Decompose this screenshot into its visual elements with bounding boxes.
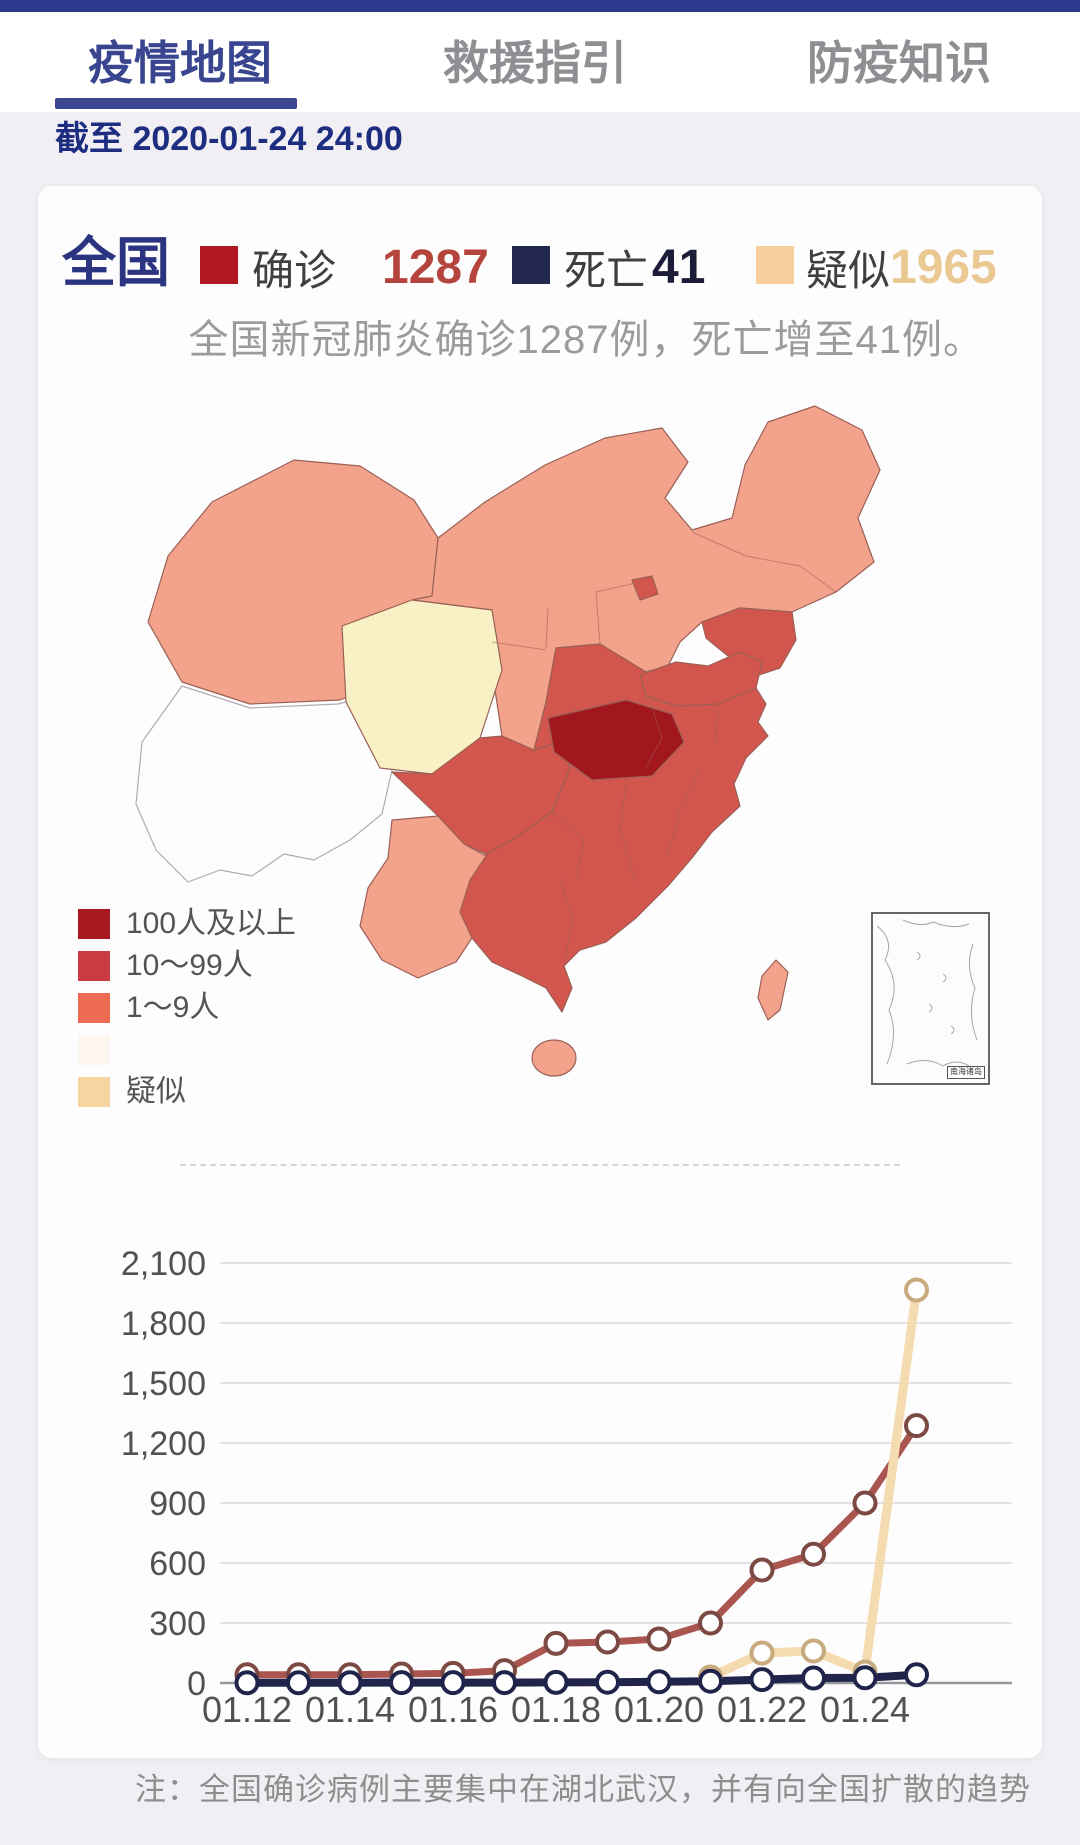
region-hainan[interactable] xyxy=(531,1039,577,1077)
svg-text:1,800: 1,800 xyxy=(121,1305,206,1343)
deaths-square-icon xyxy=(512,246,550,284)
region-shandong[interactable] xyxy=(639,651,763,707)
dashed-divider xyxy=(180,1164,900,1166)
tab-bar: 疫情地图 救援指引 防疫知识 xyxy=(0,12,1080,112)
confirmed-square-icon xyxy=(200,246,238,284)
svg-text:01.22: 01.22 xyxy=(717,1689,807,1730)
tab-epidemic-map[interactable]: 疫情地图 xyxy=(88,37,272,89)
svg-text:01.20: 01.20 xyxy=(614,1689,704,1730)
suspected-value: 1965 xyxy=(890,241,997,294)
region-taiwan[interactable] xyxy=(757,959,789,1021)
south-china-sea-inset: 南海诸岛 xyxy=(871,912,990,1085)
legend-swatch-icon xyxy=(78,1076,110,1107)
trend-line-chart: 0 300 600 900 1,200 1,500 1,800 2,100 01.12 01.14… xyxy=(121,1245,1012,1730)
region-yunnan[interactable] xyxy=(359,815,487,979)
svg-text:300: 300 xyxy=(149,1605,206,1643)
svg-text:600: 600 xyxy=(149,1545,206,1583)
china-choropleth-map[interactable] xyxy=(40,370,1040,1170)
svg-text:01.24: 01.24 xyxy=(820,1689,910,1730)
suspected-label: 疑似 xyxy=(806,247,891,294)
active-tab-underline xyxy=(55,98,297,109)
inset-label: 南海诸岛 xyxy=(947,1066,985,1079)
legend-swatch-icon xyxy=(78,992,110,1023)
svg-text:900: 900 xyxy=(149,1485,206,1523)
province-border-lines xyxy=(491,531,837,967)
svg-text:1,500: 1,500 xyxy=(121,1365,206,1403)
legend-label: 10～99人 xyxy=(126,948,253,982)
legend-label: 疑似 xyxy=(126,1074,186,1108)
svg-text:0: 0 xyxy=(187,1665,206,1703)
tab-rescue-guide[interactable]: 救援指引 xyxy=(443,37,627,89)
legend-label: 100人及以上 xyxy=(126,906,297,940)
legend-label: 1～9人 xyxy=(126,990,220,1024)
map-legend-item: 疑似 xyxy=(78,1076,296,1107)
footnote: 注：全国确诊病例主要集中在湖北武汉，并有向全国扩散的趋势 xyxy=(135,1772,1031,1807)
inset-coastlines xyxy=(876,919,978,1067)
region-tibet[interactable] xyxy=(135,685,393,883)
deaths-label: 死亡 xyxy=(564,247,649,294)
map-legend-item: 1～9人 xyxy=(78,992,296,1023)
region-title: 全国 xyxy=(62,233,170,293)
svg-text:01.12: 01.12 xyxy=(202,1689,292,1730)
map-legend: 100人及以上 10～99人 1～9人疑似 xyxy=(78,908,296,1118)
legend-swatch-icon xyxy=(78,908,110,939)
svg-text:1,200: 1,200 xyxy=(121,1425,206,1463)
svg-text:01.18: 01.18 xyxy=(511,1689,601,1730)
map-legend-item xyxy=(78,1034,296,1065)
svg-text:2,100: 2,100 xyxy=(121,1245,206,1283)
region-liaoning[interactable] xyxy=(701,607,797,679)
svg-text:01.16: 01.16 xyxy=(408,1689,498,1730)
map-legend-item: 10～99人 xyxy=(78,950,296,981)
confirmed-value: 1287 xyxy=(382,241,489,294)
top-status-strip xyxy=(0,0,1080,12)
map-legend-item: 100人及以上 xyxy=(78,908,296,939)
confirmed-label: 确诊 xyxy=(252,247,337,294)
legend-swatch-icon xyxy=(78,1034,110,1065)
svg-text:01.14: 01.14 xyxy=(305,1689,395,1730)
deaths-value: 41 xyxy=(652,241,706,294)
data-as-of-timestamp: 截至 2020-01-24 24:00 xyxy=(55,120,403,158)
tab-prevention-knowledge[interactable]: 防疫知识 xyxy=(807,37,991,89)
legend-swatch-icon xyxy=(78,950,110,981)
suspected-square-icon xyxy=(756,246,794,284)
summary-subtitle: 全国新冠肺炎确诊1287例，死亡增至41例。 xyxy=(188,318,984,362)
